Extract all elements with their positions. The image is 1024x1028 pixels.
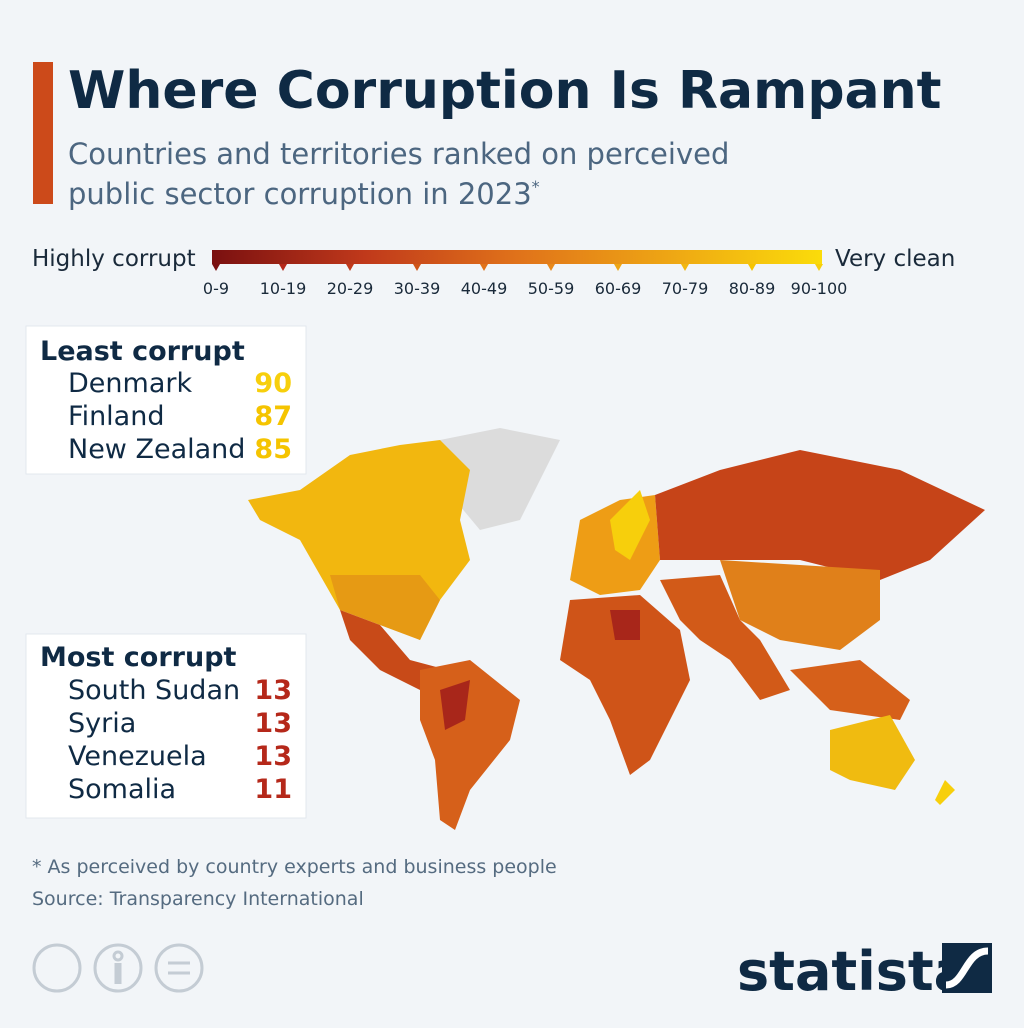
asia: [720, 560, 880, 650]
brand-icon: [942, 943, 992, 993]
subtitle: Countries and territories ranked on perc…: [68, 137, 729, 171]
world-map: [248, 428, 985, 830]
footnote: * As perceived by country experts and bu…: [32, 856, 557, 878]
legend-marker: [547, 264, 555, 271]
legend-bin-label: 60-69: [595, 279, 642, 298]
legend-bin-label: 80-89: [729, 279, 776, 298]
subtitle: public sector corruption in 2023: [68, 177, 532, 211]
legend-ticks: 0-9 10-19 20-29 30-39 40-49 50-59 60-69 70-79 80…: [203, 264, 847, 298]
south-america: [420, 660, 520, 830]
title: Where Corruption Is Rampant: [68, 61, 942, 121]
country-name: Finland: [68, 401, 164, 432]
legend-bin-label: 0-9: [203, 279, 229, 298]
country-score: 85: [254, 434, 292, 465]
country-score: 90: [254, 368, 292, 399]
greenland: [440, 428, 560, 530]
legend-marker: [748, 264, 756, 271]
legend-marker: [413, 264, 421, 271]
least-heading: Least corrupt: [40, 336, 245, 367]
legend-marker: [346, 264, 354, 271]
central-america: [340, 610, 440, 690]
least-list: Denmark 90 Finland 87 New Zealand 85: [68, 368, 292, 465]
brand-wave: [945, 947, 989, 989]
country-score: 87: [254, 401, 292, 432]
usa: [330, 575, 440, 640]
legend-marker: [681, 264, 689, 271]
middle-east-south-asia: [660, 575, 790, 700]
legend-bin-label: 30-39: [394, 279, 441, 298]
legend-bin-label: 40-49: [461, 279, 508, 298]
libya-region: [610, 610, 640, 640]
subtitle: public sector corruption in 2023*: [68, 177, 540, 211]
license-icons: [32, 943, 204, 993]
country-name: Denmark: [68, 368, 192, 399]
legend-bin-label: 50-59: [528, 279, 575, 298]
country-score: 11: [254, 774, 292, 805]
africa: [560, 595, 690, 775]
country-score: 13: [254, 675, 292, 706]
legend-marker: [279, 264, 287, 271]
legend-bar: [212, 250, 822, 264]
by-icon: [93, 943, 143, 993]
venezuela-region: [440, 680, 470, 730]
country-score: 13: [254, 741, 292, 772]
most-heading: Most corrupt: [40, 642, 237, 673]
least-box: [25, 325, 307, 475]
by-head: [112, 950, 124, 962]
legend-marker: [480, 264, 488, 271]
legend-bin-label: 70-79: [662, 279, 709, 298]
country-name: Venezuela: [68, 741, 207, 772]
country-name: Somalia: [68, 774, 176, 805]
new-zealand: [935, 780, 955, 805]
subtitle-mark: *: [532, 177, 540, 196]
legend-marker: [212, 264, 220, 271]
southeast-asia: [790, 660, 910, 720]
nd-icon: [154, 943, 204, 993]
nordics: [610, 490, 650, 560]
country-name: Syria: [68, 708, 136, 739]
legend-low: Highly corrupt: [32, 246, 196, 272]
russia: [655, 450, 985, 580]
country-score: 13: [254, 708, 292, 739]
legend-high: Very clean: [835, 246, 955, 272]
legend-bin-label: 10-19: [260, 279, 307, 298]
most-box: [25, 633, 307, 819]
brand: statista: [737, 940, 970, 1003]
cc-icon: [32, 943, 82, 993]
country-name: South Sudan: [68, 675, 240, 706]
country-name: New Zealand: [68, 434, 245, 465]
australia: [830, 715, 915, 790]
accent-bar: [33, 62, 53, 204]
legend-bin-label: 20-29: [327, 279, 374, 298]
source: Source: Transparency International: [32, 888, 364, 910]
legend-marker: [815, 264, 823, 271]
legend-marker: [614, 264, 622, 271]
legend-bin-label: 90-100: [791, 279, 848, 298]
most-list: South Sudan 13 Syria 13 Venezuela 13 Somalia 11: [68, 675, 292, 805]
